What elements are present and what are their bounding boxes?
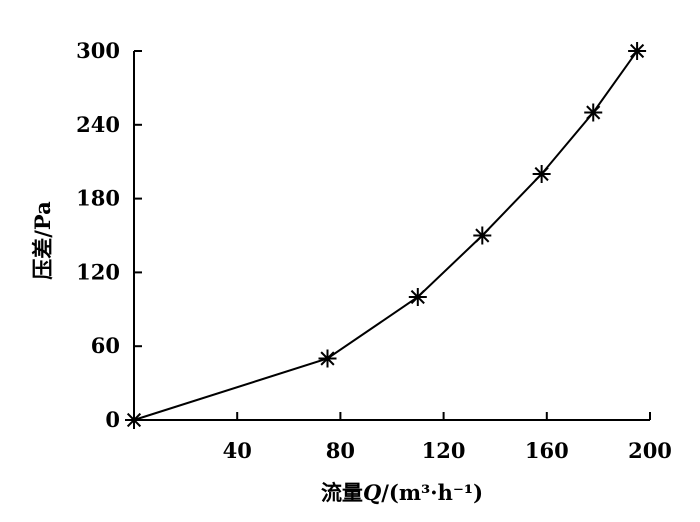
x-tick-label: 120 bbox=[422, 438, 466, 463]
data-point-marker bbox=[408, 288, 427, 306]
x-axis-title-variable: Q bbox=[363, 480, 381, 505]
x-axis-title-prefix: 流量 bbox=[321, 480, 363, 505]
y-axis-title: 压差/Pa bbox=[30, 201, 55, 280]
x-axis-title-unit: /(m³·h⁻¹) bbox=[381, 480, 483, 505]
x-tick-label: 80 bbox=[326, 438, 355, 463]
data-point-marker bbox=[473, 226, 492, 245]
x-tick-label: 200 bbox=[628, 438, 672, 463]
x-ticks: 40 80 120 160 200 bbox=[223, 412, 672, 463]
y-tick-label: 60 bbox=[91, 333, 120, 358]
y-tick-label: 120 bbox=[76, 259, 120, 284]
data-point-marker bbox=[532, 165, 551, 183]
x-axis-title: 流量Q/(m³·h⁻¹) bbox=[321, 480, 483, 505]
y-tick-label: 240 bbox=[76, 112, 120, 137]
x-tick-label: 160 bbox=[525, 438, 569, 463]
y-tick-label: 180 bbox=[76, 186, 120, 211]
x-tick-label: 40 bbox=[223, 438, 252, 463]
axes bbox=[133, 51, 650, 421]
data-point-marker bbox=[318, 349, 337, 368]
data-point-marker bbox=[125, 411, 143, 429]
data-point-marker bbox=[628, 42, 647, 60]
data-point-marker bbox=[584, 103, 603, 122]
y-tick-label: 300 bbox=[76, 38, 120, 63]
series-line bbox=[133, 50, 638, 421]
y-ticks: 0 60 120 180 240 300 bbox=[76, 38, 142, 432]
series bbox=[125, 42, 647, 429]
y-tick-label: 0 bbox=[105, 407, 120, 432]
